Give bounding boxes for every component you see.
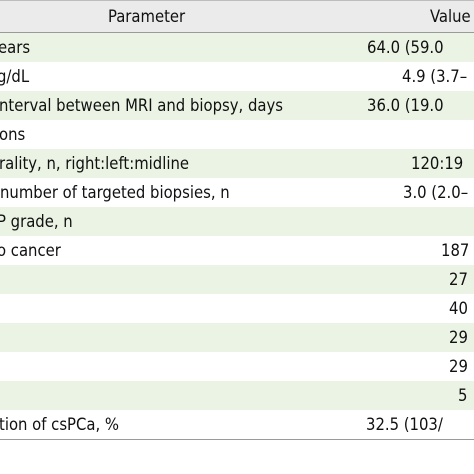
row-value: 27 [449,270,468,289]
header-value: Value [430,7,471,26]
row-value: 120:19 [411,154,464,173]
row-value: 64.0 (59.0 [367,38,444,57]
row-value: 187 [441,241,470,260]
table-row: o cancer 187 [0,236,474,265]
row-value: 5 [458,386,468,405]
table-row: ons [0,120,474,149]
table-bottom-rule [0,439,474,440]
row-parameter: ons [0,125,26,144]
header-parameter: Parameter [108,7,186,26]
row-parameter: rality, n, right:left:midline [0,154,190,173]
table-row: 40 [0,294,474,323]
row-parameter: o cancer [0,241,61,260]
row-value: 3.0 (2.0– [403,183,469,202]
row-parameter: nterval between MRI and biopsy, days [0,96,283,115]
table-row: g/dL 4.9 (3.7– [0,62,474,91]
table-row: ears 64.0 (59.0 [0,33,474,62]
table-row: 5 [0,381,474,410]
row-value: 40 [449,299,468,318]
row-parameter: tion of csPCa, % [0,415,120,434]
table-row: tion of csPCa, % 32.5 (103/ [0,410,474,439]
table-header: Parameter Value [0,0,474,33]
row-parameter: number of targeted biopsies, n [0,183,230,202]
row-value: 32.5 (103/ [366,415,443,434]
table-row: 29 [0,323,474,352]
row-parameter: P grade, n [0,212,73,231]
row-value: 29 [449,357,468,376]
table-row: nterval between MRI and biopsy, days 36.… [0,91,474,120]
row-value: 29 [449,328,468,347]
table-row: rality, n, right:left:midline 120:19 [0,149,474,178]
table-row: P grade, n [0,207,474,236]
table-row: 29 [0,352,474,381]
row-parameter: g/dL [0,67,30,86]
row-value: 36.0 (19.0 [367,96,444,115]
table-row: number of targeted biopsies, n 3.0 (2.0– [0,178,474,207]
row-parameter: ears [0,38,31,57]
row-value: 4.9 (3.7– [402,67,468,86]
table-row: 27 [0,265,474,294]
